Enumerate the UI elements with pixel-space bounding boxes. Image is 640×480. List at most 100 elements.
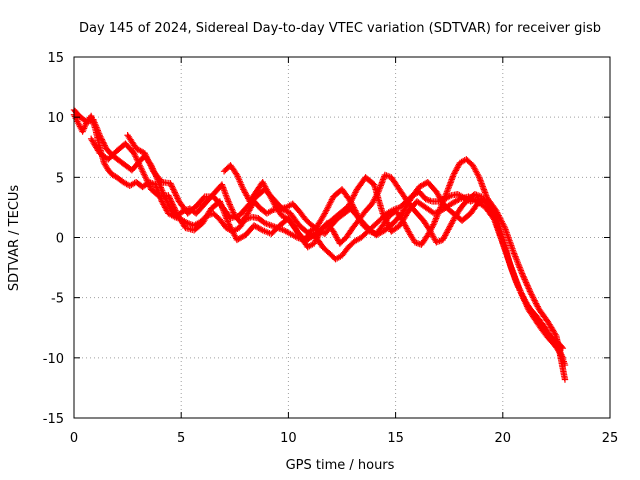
trace-markers [473,191,483,200]
trace-markers [269,222,280,231]
trace-markers [470,163,482,179]
trace-markers [289,231,299,240]
trace-markers [449,196,462,207]
x-tick-label: 0 [70,431,78,446]
trace-markers [510,250,525,276]
trace-markers [192,219,203,228]
trace-markers [90,117,103,137]
trace-markers [250,214,260,222]
trace-markers [493,209,508,230]
trace-markers [391,211,405,226]
data-point [96,132,103,139]
trace-markers [186,220,196,229]
trace-markers [337,235,349,246]
data-point [90,116,97,123]
trace-markers [269,223,282,236]
trace-markers [280,213,290,222]
trace-markers [406,229,418,244]
trace-markers [491,217,506,246]
trace-markers [413,239,423,248]
trace-markers [219,182,231,204]
trace-markers [476,175,489,196]
series-4 [124,132,569,383]
trace-markers [543,327,557,346]
trace-markers [101,161,111,172]
trace-markers [266,192,278,208]
trace-markers [425,180,439,194]
trace-markers [125,133,139,151]
chart-title: Day 145 of 2024, Sidereal Day-to-day VTE… [79,21,601,36]
trace-markers [168,181,182,204]
trace-markers [280,206,293,216]
trace-markers [329,211,342,223]
y-tick-label: 5 [56,171,64,186]
trace-markers [286,217,297,230]
y-tick-label: -5 [51,292,64,307]
trace-markers [528,291,542,312]
trace-markers [282,228,293,237]
trace-markers [159,199,171,216]
trace-markers [408,185,422,201]
trace-markers [458,157,468,166]
data-point [130,150,138,157]
trace-markers [389,223,402,234]
trace-markers [200,206,214,225]
trace-markers [311,229,323,246]
trace-markers [485,197,499,213]
data-point [139,168,146,175]
trace-markers [453,204,465,218]
trace-markers [115,175,126,185]
trace-markers [545,320,559,338]
trace-markers [252,223,265,233]
trace-markers [424,196,434,204]
trace-markers [142,151,156,173]
trace-markers [440,226,452,242]
data-point [559,345,567,352]
trace-markers [339,245,351,258]
trace-markers [460,211,473,223]
trace-markers [337,204,351,216]
x-tick-label: 15 [387,431,404,446]
trace-markers [417,189,428,201]
trace-markers [256,216,267,226]
trace-markers [117,158,128,168]
trace-markers [174,211,188,230]
trace-markers [305,225,318,236]
trace-markers [185,204,199,216]
trace-markers [344,226,355,240]
trace-markers [194,194,207,209]
data-point [347,198,354,205]
trace-markers [444,173,457,194]
trace-markers [110,172,119,180]
x-tick-label: 5 [177,431,185,446]
trace-markers [290,201,302,213]
trace-markers [508,265,523,293]
trace-markers [353,235,363,244]
trace-markers [451,161,463,177]
trace-markers [106,168,115,177]
axes: 0 5 10 15 20 25 -15 -10 -5 0 5 10 15 [43,51,619,446]
trace-markers [385,207,395,216]
trace-markers [442,204,456,216]
y-tick-label: 10 [47,111,64,126]
trace-markers [320,245,331,256]
trace-markers [237,204,250,218]
trace-markers [389,175,400,189]
trace-markers [303,232,316,244]
trace-markers [483,205,497,222]
trace-markers [97,133,109,151]
trace-markers [140,169,154,192]
trace-markers [459,197,471,209]
series-5 [220,162,485,251]
grid-lines [74,57,610,418]
trace-markers [225,221,240,242]
trace-markers [284,201,295,210]
x-tick-label: 20 [495,431,512,446]
trace-markers [165,193,180,216]
trace-markers [71,107,83,120]
data-point [165,192,172,199]
trace-markers [502,226,517,254]
trace-markers [397,209,411,228]
trace-markers [359,229,370,240]
